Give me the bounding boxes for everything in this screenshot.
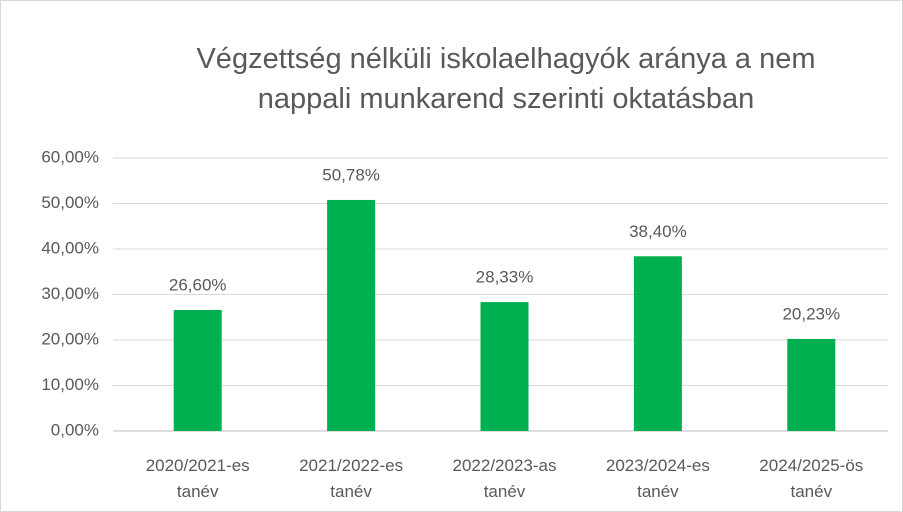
y-tick-label: 20,00% — [41, 329, 99, 348]
data-label: 28,33% — [476, 268, 534, 287]
bar — [787, 338, 836, 431]
bar — [633, 256, 682, 431]
x-tick-label: 2022/2023-as tanév — [452, 456, 557, 501]
bar — [173, 309, 222, 431]
data-label: 50,78% — [322, 165, 380, 184]
bar — [480, 302, 529, 431]
x-tick-label: 2021/2022-es tanév — [299, 456, 404, 501]
y-tick-label: 40,00% — [41, 238, 99, 257]
x-tick-label: 2020/2021-es tanév — [145, 456, 250, 501]
x-tick-label: 2023/2024-es tanév — [605, 456, 710, 501]
data-label: 20,23% — [782, 304, 840, 323]
data-label: 26,60% — [169, 275, 227, 294]
x-tick-label: 2024/2025-ös tanév — [759, 456, 864, 501]
data-label: 38,40% — [629, 222, 687, 241]
y-tick-label: 10,00% — [41, 375, 99, 394]
y-tick-label: 30,00% — [41, 284, 99, 303]
y-tick-label: 0,00% — [51, 420, 99, 439]
chart-title: Végzettség nélküli iskolaelhagyók aránya… — [196, 43, 816, 115]
y-tick-label: 60,00% — [41, 147, 99, 166]
y-tick-label: 50,00% — [41, 193, 99, 212]
bar — [327, 199, 376, 431]
